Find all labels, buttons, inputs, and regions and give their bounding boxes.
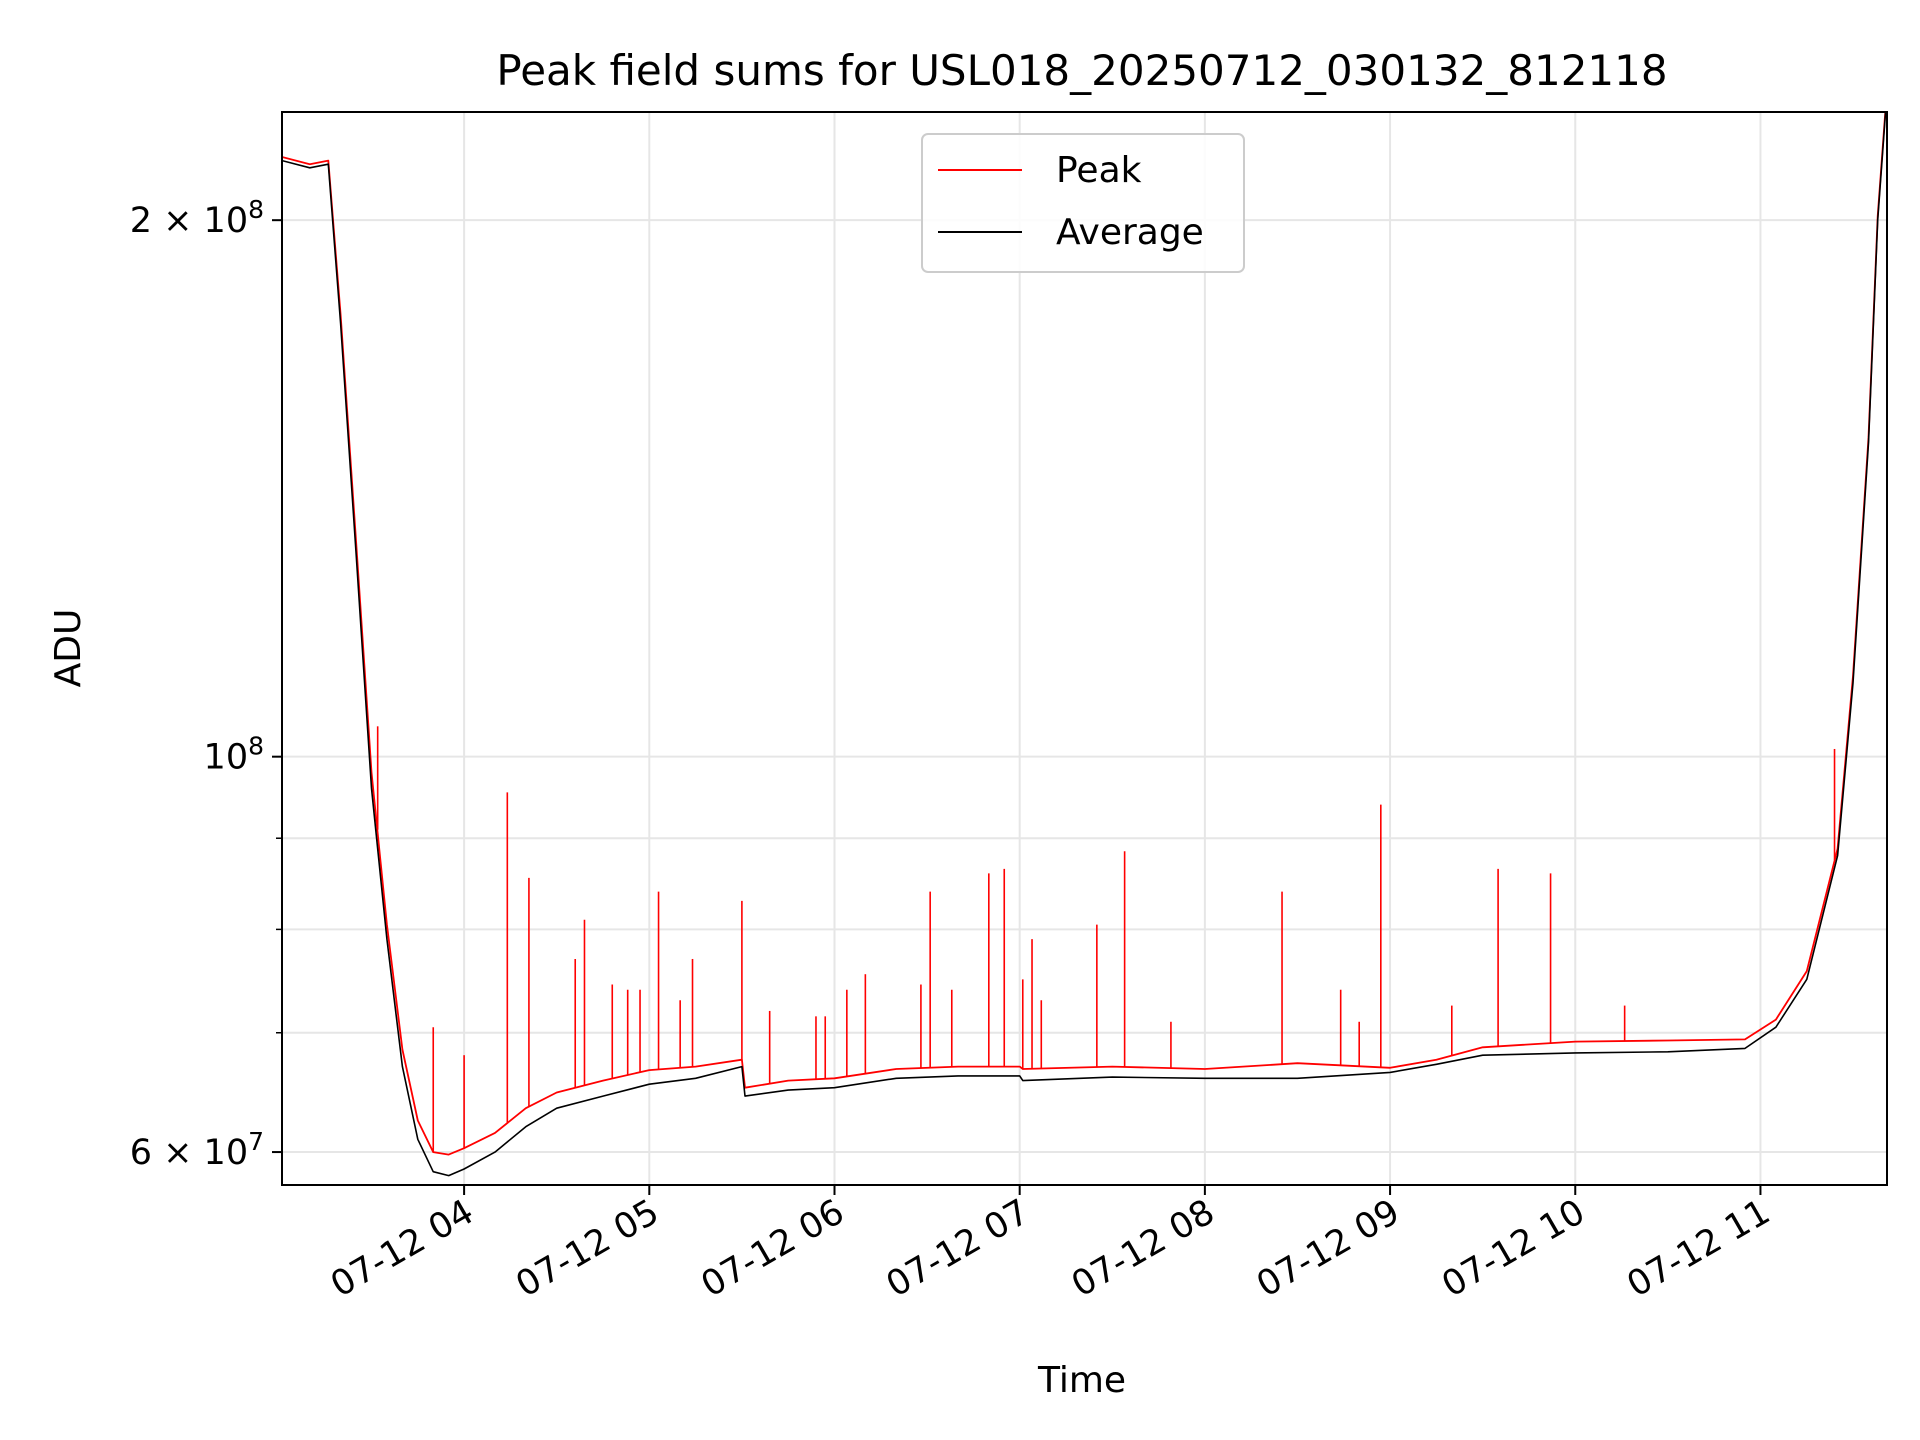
legend-box: [921, 133, 1245, 273]
series-layer: [282, 112, 1887, 1177]
legend-label-average: Average: [1056, 212, 1204, 253]
plot-frame: [281, 111, 1888, 1186]
y-tick-label: 2 × 108: [130, 195, 264, 241]
legend-label-peak: Peak: [1056, 150, 1142, 191]
y-tick-label: 108: [204, 732, 264, 778]
x-axis-label: Time: [1037, 1360, 1126, 1401]
legend: Peak Average: [921, 133, 1245, 273]
y-tick-label: 6 × 107: [130, 1127, 264, 1173]
y-axis-label: ADU: [48, 609, 89, 688]
chart-title: Peak field sums for USL018_20250712_0301…: [496, 46, 1667, 95]
y-axis: 6 × 107 108 2 × 108: [130, 195, 282, 1173]
series-line-average: [282, 112, 1887, 1177]
series-line-peak: [282, 112, 1887, 1156]
